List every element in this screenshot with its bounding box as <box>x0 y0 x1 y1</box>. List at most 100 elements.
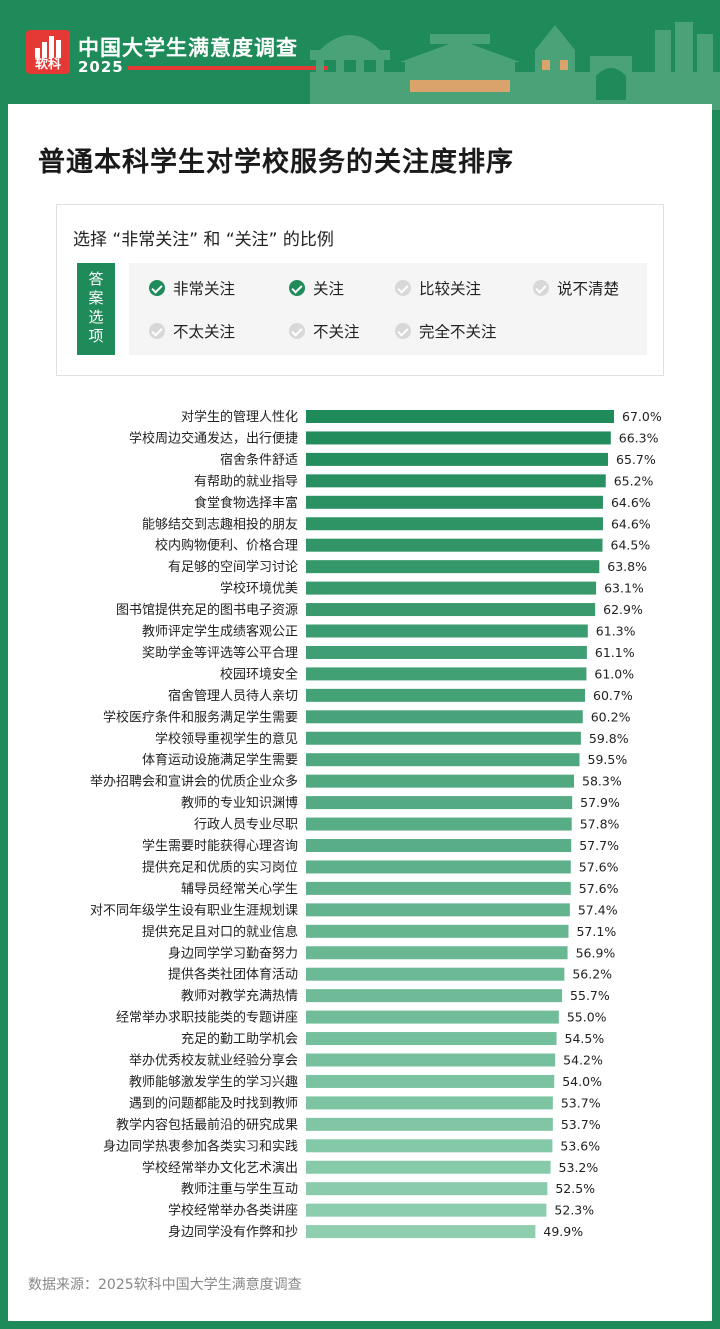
option-label: 关注 <box>313 280 345 298</box>
category-label: 校园环境安全 <box>220 666 298 682</box>
category-label: 学校经常举办文化艺术演出 <box>142 1160 298 1176</box>
bar <box>306 581 597 595</box>
category-label: 学校经常举办各类讲座 <box>168 1203 298 1219</box>
options-label-char: 案 <box>88 289 104 307</box>
bar <box>306 881 571 895</box>
category-label: 学校领导重视学生的意见 <box>155 731 298 747</box>
check-circle-icon <box>289 323 305 339</box>
bar <box>306 839 572 852</box>
bar <box>306 560 600 574</box>
bar <box>306 474 606 488</box>
options-label-char: 选 <box>88 308 104 326</box>
value-label: 61.1% <box>595 645 635 660</box>
value-label: 56.2% <box>572 967 612 982</box>
brand-year: 2025 <box>78 58 124 76</box>
value-label: 65.2% <box>614 473 654 488</box>
bar <box>306 903 570 917</box>
value-label: 60.2% <box>591 709 631 724</box>
value-label: 64.6% <box>611 516 651 531</box>
value-label: 67.0% <box>622 409 662 424</box>
bar <box>306 731 581 745</box>
options-grid: 非常关注 关注 比较关注 说不清楚 不太关注 不关注 <box>129 263 647 355</box>
check-circle-icon <box>149 280 165 296</box>
value-label: 53.7% <box>561 1095 601 1110</box>
category-label: 举办招聘会和宣讲会的优质企业众多 <box>90 774 298 790</box>
campus-skyline-icon <box>310 22 720 110</box>
value-label: 59.5% <box>588 752 628 767</box>
bar <box>306 817 572 831</box>
value-label: 53.2% <box>559 1160 599 1175</box>
category-label: 遇到的问题都能及时找到教师 <box>129 1095 298 1111</box>
bar <box>306 1117 553 1131</box>
value-label: 54.0% <box>562 1074 602 1089</box>
value-label: 52.3% <box>554 1203 594 1218</box>
category-label: 学校环境优美 <box>220 581 298 597</box>
bar <box>306 796 573 810</box>
category-label: 充足的勤工助学机会 <box>181 1031 298 1047</box>
category-label: 身边同学热衷参加各类实习和实践 <box>103 1138 298 1154</box>
value-label: 57.1% <box>576 924 616 939</box>
value-label: 63.8% <box>607 559 647 574</box>
bar <box>306 753 580 767</box>
bar <box>306 410 614 423</box>
value-label: 57.6% <box>579 859 619 874</box>
value-label: 65.7% <box>616 452 656 467</box>
bar <box>306 1182 548 1196</box>
bar <box>306 1225 536 1239</box>
value-label: 57.9% <box>580 795 620 810</box>
category-label: 体育运动设施满足学生需要 <box>142 752 298 768</box>
value-label: 60.7% <box>593 688 633 703</box>
value-label: 57.8% <box>580 817 620 832</box>
bar <box>306 452 609 466</box>
bar-chart-icon <box>35 36 61 58</box>
value-label: 66.3% <box>619 430 659 445</box>
option-very-concerned: 非常关注 <box>149 276 235 300</box>
category-label: 身边同学没有作弊和抄 <box>168 1224 298 1240</box>
category-label: 学生需要时能获得心理咨询 <box>142 838 298 854</box>
bar <box>306 1203 547 1217</box>
option-somewhat-concerned: 比较关注 <box>395 276 481 300</box>
category-label: 宿舍管理人员待人亲切 <box>168 688 298 704</box>
bar <box>306 1053 556 1067</box>
options-title: 选择 “非常关注” 和 “关注” 的比例 <box>73 230 334 250</box>
category-label: 教师能够激发学生的学习兴趣 <box>129 1074 298 1090</box>
bar <box>306 603 596 617</box>
category-label: 能够结交到志趣相投的朋友 <box>142 516 298 532</box>
category-label: 教师的专业知识渊博 <box>181 795 298 811</box>
category-label: 提供充足和优质的实习岗位 <box>142 859 298 875</box>
content-card: 普通本科学生对学校服务的关注度排序 选择 “非常关注” 和 “关注” 的比例 答… <box>8 104 712 1321</box>
bar <box>306 431 611 445</box>
brand-divider <box>128 66 328 70</box>
bar-chart: 对学生的管理人性化 67.0% 学校周边交通发达，出行便捷 66.3% 宿舍条件舒适 65… <box>90 409 662 1240</box>
value-label: 64.5% <box>611 538 651 553</box>
header: 软科 中国大学生满意度调查 2025 <box>0 0 720 110</box>
bar <box>306 860 571 874</box>
option-not-concerned: 不关注 <box>289 319 360 343</box>
bar <box>306 1160 551 1174</box>
category-label: 学校医疗条件和服务满足学生需要 <box>103 709 298 725</box>
value-label: 61.3% <box>596 624 636 639</box>
logo-text: 软科 <box>34 57 61 72</box>
category-label: 奖助学金等评选等公平合理 <box>142 645 298 661</box>
options-label-char: 项 <box>88 327 104 345</box>
answer-options-box: 选择 “非常关注” 和 “关注” 的比例 答 案 选 项 非常关注 关注 比较关… <box>56 204 664 376</box>
option-label: 说不清楚 <box>557 280 620 298</box>
check-circle-icon <box>395 323 411 339</box>
bar <box>306 538 603 552</box>
value-label: 56.9% <box>576 945 616 960</box>
option-label: 不关注 <box>313 323 360 341</box>
category-label: 图书馆提供充足的图书电子资源 <box>116 602 298 618</box>
option-not-very-concerned: 不太关注 <box>149 319 235 343</box>
value-label: 54.5% <box>565 1031 605 1046</box>
bar <box>306 989 563 1003</box>
bar <box>306 1032 557 1046</box>
bar <box>306 624 588 638</box>
category-label: 行政人员专业尽职 <box>194 818 298 833</box>
category-label: 宿舍条件舒适 <box>220 452 298 468</box>
value-label: 59.8% <box>589 731 629 746</box>
bar <box>306 667 587 681</box>
bar <box>306 774 575 788</box>
value-label: 52.5% <box>555 1181 595 1196</box>
bar <box>306 645 587 659</box>
option-label: 比较关注 <box>419 280 482 298</box>
